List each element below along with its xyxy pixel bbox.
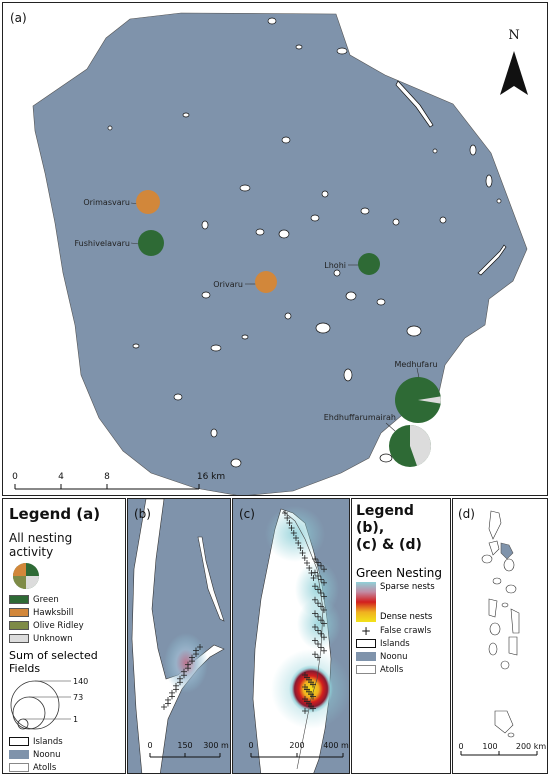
legend-bcd-islands: Islands bbox=[356, 637, 446, 650]
legend-false-crawls: + False crawls bbox=[356, 623, 446, 638]
site-fushivelavaru-label: Fushivelavaru bbox=[75, 239, 130, 248]
legend-green: Green bbox=[9, 593, 119, 606]
site-ehdhuffarumairah-label: Ehdhuffarumairah bbox=[324, 413, 396, 422]
scale-c-0: 0 bbox=[248, 741, 253, 750]
legend-a-title: Legend (a) bbox=[9, 505, 101, 523]
scale-bar-b bbox=[149, 753, 221, 758]
island-map-c: 0 200 400 m bbox=[233, 499, 349, 773]
legend-bcd-panel: Legend (b), (c) & (d) Green Nesting Spar… bbox=[351, 498, 451, 774]
scale-d-100: 100 bbox=[482, 742, 497, 751]
svg-text:140: 140 bbox=[73, 677, 88, 686]
scale-a-4: 4 bbox=[58, 472, 64, 482]
density-ramp: Sparse nests Dense nests bbox=[356, 582, 446, 622]
panel-b-tag: (b) bbox=[134, 507, 151, 521]
svg-text:73: 73 bbox=[73, 693, 83, 702]
map-panel-b: 0 150 300 m (b) bbox=[127, 498, 231, 774]
false-crawls-c bbox=[282, 510, 327, 714]
scale-bar-d bbox=[460, 751, 538, 756]
scale-bar-c bbox=[250, 753, 344, 758]
maldives-overview-map: 0 100 200 km bbox=[458, 510, 546, 756]
panel-c-tag: (c) bbox=[239, 507, 255, 521]
site-medhufaru-pie bbox=[395, 377, 441, 423]
legend-unknown: Unknown bbox=[9, 632, 119, 645]
site-lhohi-marker bbox=[358, 253, 380, 275]
svg-text:1: 1 bbox=[73, 715, 78, 724]
site-lhohi-label: Lhohi bbox=[324, 261, 346, 270]
island-b-shape bbox=[131, 499, 225, 773]
site-orivaru-marker bbox=[255, 271, 277, 293]
legend-bcd-title-1: Legend (b), bbox=[356, 503, 414, 536]
scale-a-8: 8 bbox=[104, 472, 110, 482]
north-arrow-icon bbox=[500, 51, 528, 95]
cross-icon: + bbox=[360, 623, 372, 638]
map-panel-c: 0 200 400 m (c) bbox=[232, 498, 350, 774]
scale-b-0: 0 bbox=[147, 741, 152, 750]
pie-example-icon bbox=[13, 563, 39, 589]
dense-label: Dense nests bbox=[380, 612, 433, 622]
size-legend-title: Sum of selected Fields bbox=[9, 649, 98, 675]
scale-a-16: 16 km bbox=[197, 472, 225, 482]
map-panel-d: (d) 0 100 200 km bbox=[452, 498, 548, 774]
noonu-highlight bbox=[500, 542, 514, 560]
noonu-atoll-shape bbox=[32, 12, 528, 495]
scale-d-0: 0 bbox=[458, 742, 463, 751]
islands bbox=[107, 17, 507, 468]
false-crawls-b bbox=[161, 644, 203, 710]
site-orivaru-label: Orivaru bbox=[213, 280, 243, 289]
north-label: N bbox=[508, 28, 519, 43]
proportional-circles-icon: 140 73 1 bbox=[10, 677, 88, 730]
site-ehdhuffarumairah-pie bbox=[389, 425, 431, 467]
sparse-label: Sparse nests bbox=[380, 582, 435, 592]
site-orimasvaru-marker bbox=[136, 190, 160, 214]
scale-bar-a bbox=[14, 484, 200, 490]
panel-d-tag: (d) bbox=[458, 507, 475, 521]
legend-a-subtitle: All nesting activity bbox=[9, 531, 73, 559]
legend-bcd-noonu: Noonu bbox=[356, 650, 446, 663]
legend-olive-ridley: Olive Ridley bbox=[9, 619, 119, 632]
legend-hawksbill: Hawksbill bbox=[9, 606, 119, 619]
site-medhufaru-label: Medhufaru bbox=[394, 360, 437, 369]
legend-bcd-atolls: Atolls bbox=[356, 663, 446, 676]
site-orimasvaru-label: Orimasvaru bbox=[83, 198, 130, 207]
island-map-b: 0 150 300 m bbox=[128, 499, 230, 773]
site-markers: Orimasvaru Fushivelavaru Orivaru Lhohi M… bbox=[75, 190, 441, 467]
legend-a-noonu: Noonu bbox=[9, 748, 119, 761]
scale-b-300: 300 m bbox=[203, 741, 229, 750]
legend-a-islands: Islands bbox=[9, 735, 119, 748]
map-panel-a: (a) bbox=[2, 2, 548, 496]
site-fushivelavaru-marker bbox=[138, 230, 164, 256]
scale-d-200: 200 km bbox=[516, 742, 546, 751]
panel-a-tag: (a) bbox=[10, 11, 27, 25]
legend-bcd-subtitle: Green Nesting bbox=[356, 566, 443, 580]
scale-b-150: 150 bbox=[177, 741, 192, 750]
scale-c-200: 200 bbox=[289, 741, 304, 750]
legend-a-atolls: Atolls bbox=[9, 761, 119, 773]
scale-c-400: 400 m bbox=[323, 741, 349, 750]
legend-a-panel: Legend (a) All nesting activity Green Ha… bbox=[2, 498, 126, 774]
scale-a-0: 0 bbox=[12, 472, 18, 482]
legend-bcd-title-2: (c) & (d) bbox=[356, 537, 422, 553]
atoll-map: N Orimasvaru Fushivelavaru Orivaru Lhohi bbox=[12, 12, 528, 495]
